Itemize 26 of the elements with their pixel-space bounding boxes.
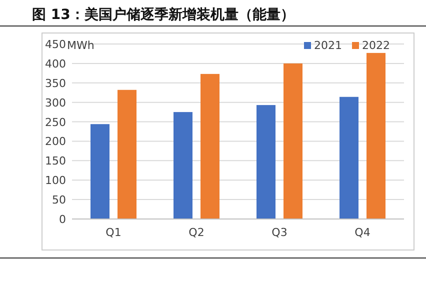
chart-title: 图 13：美国户储逐季新增装机量（能量） bbox=[32, 6, 294, 23]
y-tick-label: 150 bbox=[45, 154, 66, 168]
bar bbox=[340, 96, 358, 219]
x-tick-label: Q3 bbox=[272, 226, 288, 239]
bar bbox=[284, 63, 302, 219]
bar bbox=[118, 90, 136, 219]
y-tick-label: 300 bbox=[45, 96, 66, 110]
bar bbox=[200, 74, 220, 219]
x-tick-label: Q2 bbox=[188, 226, 204, 239]
y-axis-title: MWh bbox=[67, 39, 94, 52]
legend-label: 2021 bbox=[314, 39, 342, 52]
bar bbox=[174, 112, 192, 219]
y-tick-label: 50 bbox=[52, 194, 66, 207]
y-tick-label: 400 bbox=[45, 57, 66, 70]
y-tick-label: 450 bbox=[45, 38, 66, 51]
bar bbox=[90, 124, 110, 219]
y-tick-label: 100 bbox=[45, 174, 66, 188]
legend-label: 2022 bbox=[362, 39, 390, 52]
y-tick-label: 250 bbox=[45, 116, 66, 129]
bar bbox=[366, 52, 386, 219]
x-tick-label: Q4 bbox=[354, 226, 370, 239]
bar bbox=[256, 105, 276, 219]
y-tick-label: 200 bbox=[45, 135, 66, 148]
y-tick-label: 0 bbox=[59, 213, 66, 226]
x-tick-label: Q1 bbox=[106, 226, 122, 239]
y-tick-label: 350 bbox=[45, 76, 66, 90]
